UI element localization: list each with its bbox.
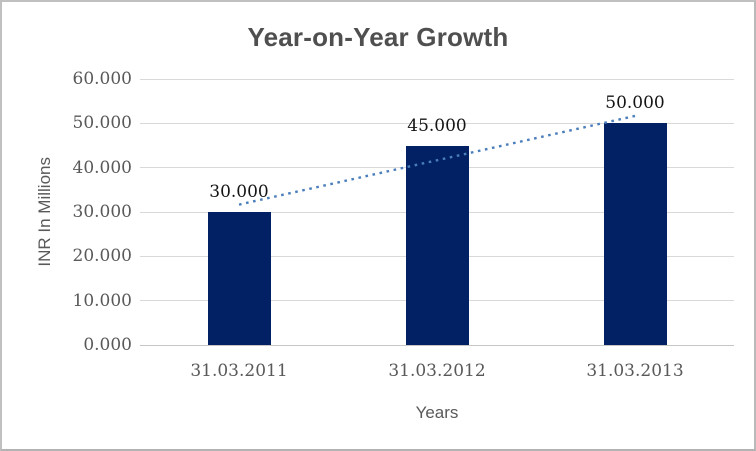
data-label: 30.000 xyxy=(209,182,269,202)
x-axis-title: Years xyxy=(415,403,459,422)
y-tick-label: 0.000 xyxy=(83,335,132,355)
data-label: 50.000 xyxy=(605,93,665,114)
x-tick-label: 31.03.2013 xyxy=(586,361,684,381)
bar-31.03.2011 xyxy=(207,212,271,345)
y-tick-label: 60.000 xyxy=(72,69,132,89)
y-tick-label: 10.000 xyxy=(72,290,132,311)
y-tick-label: 20.000 xyxy=(72,246,132,267)
x-tick-label: 31.03.2011 xyxy=(190,361,288,381)
x-axis-line xyxy=(140,344,734,346)
y-tick-label: 50.000 xyxy=(72,113,132,134)
x-tick-label: 31.03.2012 xyxy=(388,361,486,381)
chart-title: Year-on-Year Growth xyxy=(247,22,509,52)
y-tick-label: 30.000 xyxy=(72,202,132,222)
bar-31.03.2013 xyxy=(603,123,667,345)
bar-31.03.2012 xyxy=(405,145,469,345)
y-tick-label: 40.000 xyxy=(72,157,132,178)
gridline xyxy=(140,78,734,80)
data-label: 45.000 xyxy=(407,115,467,136)
